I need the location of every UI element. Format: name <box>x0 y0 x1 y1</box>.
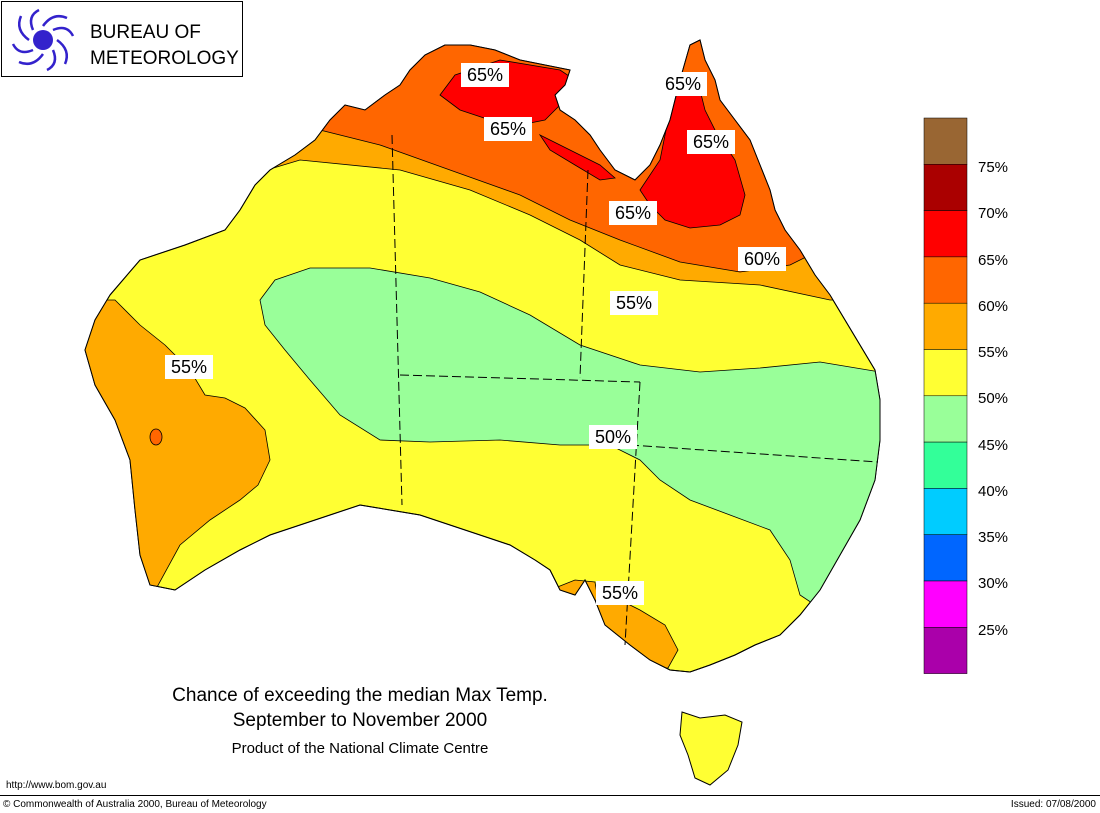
map-label: 65% <box>609 201 657 225</box>
map-label: 65% <box>484 117 532 141</box>
bom-logo-icon <box>11 8 75 72</box>
legend-swatch <box>923 117 968 165</box>
svg-text:65%: 65% <box>615 203 651 223</box>
zone-45-50-central <box>259 267 880 606</box>
border-wa <box>391 134 403 506</box>
legend-label: 60% <box>978 298 1009 315</box>
svg-text:65%: 65% <box>665 74 701 94</box>
legend-label: 55% <box>978 344 1009 361</box>
zone-65-70-gulf <box>538 133 616 181</box>
border-sa-nsw <box>624 381 641 646</box>
issued-date: Issued: 07/08/2000 <box>1010 799 1096 810</box>
map-label: 55% <box>610 291 658 315</box>
legend-swatch <box>923 210 968 258</box>
map-value-labels: 65% 65% 65% 65% 65% 60% 55% 55% 50% 55% <box>165 63 786 605</box>
svg-text:55%: 55% <box>616 293 652 313</box>
map-credit: Product of the National Climate Centre <box>231 740 489 757</box>
bom-logo: BUREAU OF METEOROLOGY <box>1 1 243 77</box>
bom-url-link[interactable]: http://www.bom.gov.au <box>6 780 107 791</box>
legend-swatch <box>923 488 968 535</box>
map-label: 65% <box>659 72 707 96</box>
legend-swatch <box>923 256 968 304</box>
legend-label: 45% <box>978 437 1009 454</box>
svg-text:55%: 55% <box>171 357 207 377</box>
border-nt-sa <box>399 374 641 383</box>
legend-swatch <box>923 164 968 211</box>
legend-label: 30% <box>978 575 1009 592</box>
map-label: 65% <box>687 130 735 154</box>
svg-text:65%: 65% <box>693 132 729 152</box>
svg-text:60%: 60% <box>744 249 780 269</box>
svg-text:55%: 55% <box>602 583 638 603</box>
legend-swatch <box>923 349 968 397</box>
legend-swatch <box>923 441 968 489</box>
legend-swatch <box>923 534 968 582</box>
legend-label: 65% <box>978 252 1009 269</box>
legend-label: 35% <box>978 529 1009 546</box>
zone-65-70-west-blob <box>149 428 163 446</box>
svg-text:50%: 50% <box>595 427 631 447</box>
legend-swatch <box>923 302 968 350</box>
border-nt-qld <box>579 169 589 379</box>
map-label: 50% <box>589 425 637 449</box>
svg-text:65%: 65% <box>490 119 526 139</box>
legend-label: 70% <box>978 205 1009 222</box>
svg-text:65%: 65% <box>467 65 503 85</box>
legend-label: 50% <box>978 390 1009 407</box>
tasmania <box>679 711 743 786</box>
map-label: 65% <box>461 63 509 87</box>
legend-label: 75% <box>978 159 1009 176</box>
map-label: 55% <box>596 581 644 605</box>
legend-color-bar <box>923 117 968 674</box>
legend-label: 40% <box>978 483 1009 500</box>
logo-line2: METEOROLOGY <box>90 48 239 69</box>
map-label: 60% <box>738 247 786 271</box>
map-label: 55% <box>165 355 213 379</box>
legend-swatch <box>923 627 968 674</box>
map-subtitle: September to November 2000 <box>232 710 488 731</box>
footer-divider <box>0 795 1100 796</box>
copyright-text: © Commonwealth of Australia 2000, Bureau… <box>3 799 267 810</box>
legend-label: 25% <box>978 622 1009 639</box>
map-title: Chance of exceeding the median Max Temp. <box>172 685 548 706</box>
border-qld-nsw <box>629 444 879 463</box>
legend-swatch <box>923 580 968 628</box>
legend-swatch <box>923 395 968 443</box>
logo-line1: BUREAU OF <box>90 22 201 43</box>
